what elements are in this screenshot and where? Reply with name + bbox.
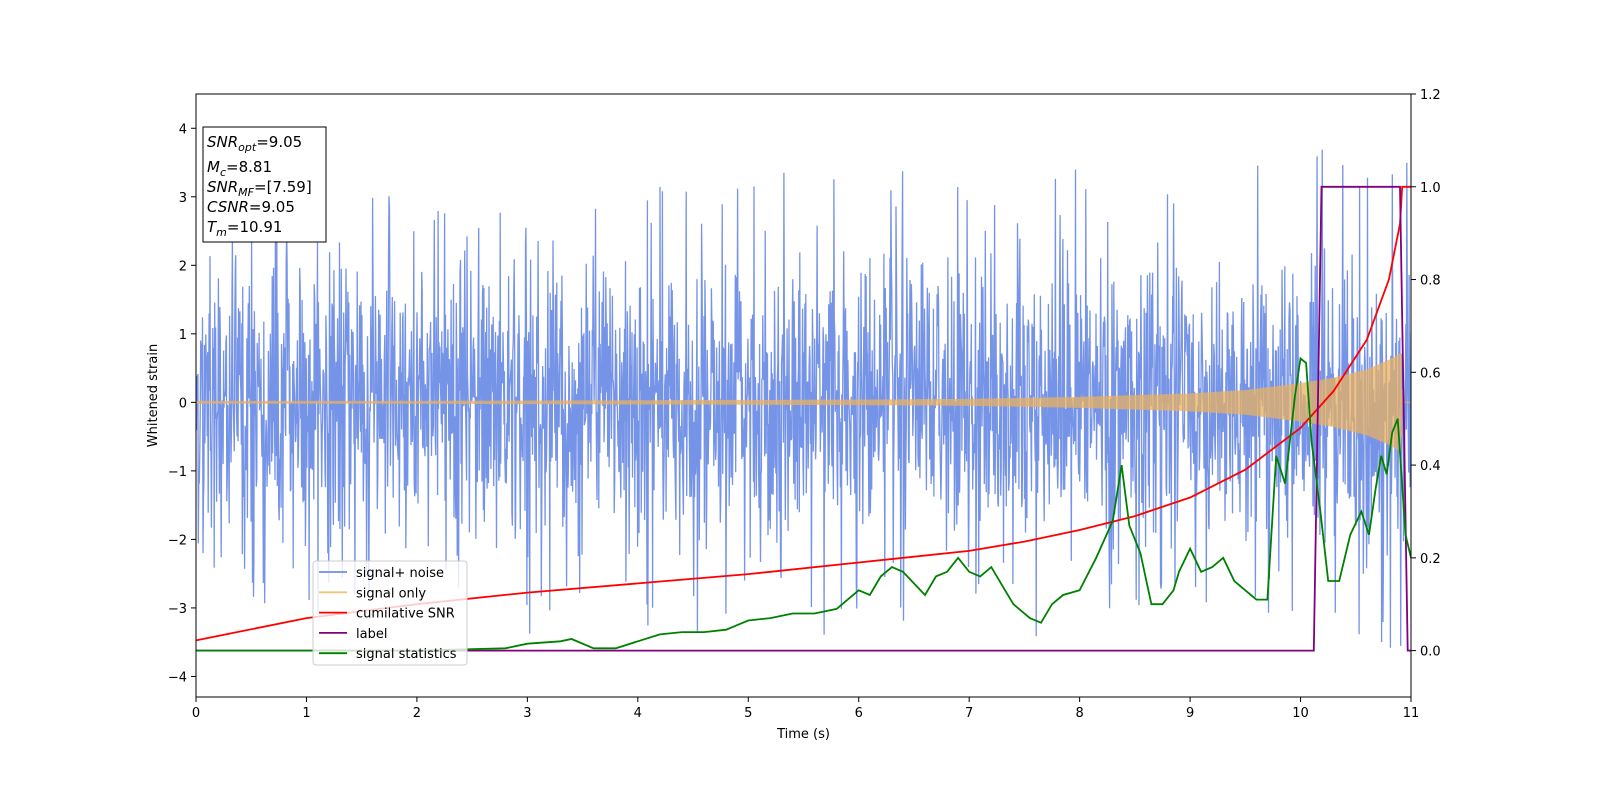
series-layer	[196, 149, 1411, 652]
x-tick-label: 1	[302, 706, 310, 721]
info-box-line: Tm=10.91	[207, 218, 282, 239]
info-box-line: CSNR=9.05	[207, 198, 295, 216]
legend-label: label	[356, 627, 387, 642]
legend: signal+ noise signal only cumilative SNR la…	[312, 560, 468, 666]
plot-frame	[195, 93, 1412, 698]
x-tick-label: 11	[1403, 706, 1420, 721]
series-line-signal-noise	[196, 149, 1411, 648]
x-tick-label: 9	[1186, 706, 1194, 721]
x-tick-label: 6	[855, 706, 863, 721]
y-tick-label: 0	[179, 396, 187, 411]
series-line-signal-statistics	[196, 356, 1411, 652]
y2-tick-label: 0.4	[1420, 459, 1441, 474]
series-line-cumilative-snr	[196, 185, 1411, 642]
y2-tick-label: 0.0	[1420, 645, 1441, 660]
y-tick-label: −4	[168, 670, 187, 685]
y-tick-label: −2	[168, 533, 187, 548]
y-tick-label: 1	[179, 328, 187, 343]
legend-label: signal only	[356, 586, 426, 601]
series-line-signal-only	[196, 353, 1411, 452]
x-tick-label: 0	[192, 706, 200, 721]
y2-tick-label: 1.0	[1420, 181, 1441, 196]
info-box-frame	[202, 126, 327, 243]
legend-label: cumilative SNR	[356, 607, 455, 622]
y2-tick-label: 0.6	[1420, 366, 1441, 381]
x-tick-label: 4	[634, 706, 642, 721]
legend-label: signal statistics	[356, 647, 457, 662]
x-tick-label: 3	[523, 706, 531, 721]
y-tick-label: 4	[179, 122, 187, 137]
y2-tick-label: 0.2	[1420, 552, 1441, 567]
x-tick-label: 2	[413, 706, 421, 721]
x-axis-label: Time (s)	[776, 727, 830, 742]
y-tick-label: 3	[179, 191, 187, 206]
legend-label: signal+ noise	[356, 566, 444, 581]
y-tick-label: −1	[168, 465, 187, 480]
y-tick-label: 2	[179, 259, 187, 274]
ticks-layer: 0 1 2 3 4 5 6 7 8 9 10 11 −4 −3 −2 −1 0 1 2 3 4 0.0 0.2 0.4 0.6 0…	[168, 88, 1441, 721]
info-box-line: SNRopt=9.05	[207, 133, 302, 154]
legend-frame	[312, 560, 468, 666]
y2-tick-label: 1.2	[1420, 88, 1441, 103]
info-box-line: SNRMF=[7.59]	[207, 178, 312, 199]
x-tick-label: 10	[1292, 706, 1309, 721]
x-tick-label: 8	[1075, 706, 1083, 721]
x-tick-label: 5	[744, 706, 752, 721]
y2-tick-label: 0.8	[1420, 274, 1441, 289]
y-tick-label: −3	[168, 602, 187, 617]
x-tick-label: 7	[965, 706, 973, 721]
series-line-label	[196, 185, 1411, 652]
info-box-line: Mc=8.81	[207, 158, 272, 179]
y-axis-label: Whitened strain	[146, 344, 161, 447]
